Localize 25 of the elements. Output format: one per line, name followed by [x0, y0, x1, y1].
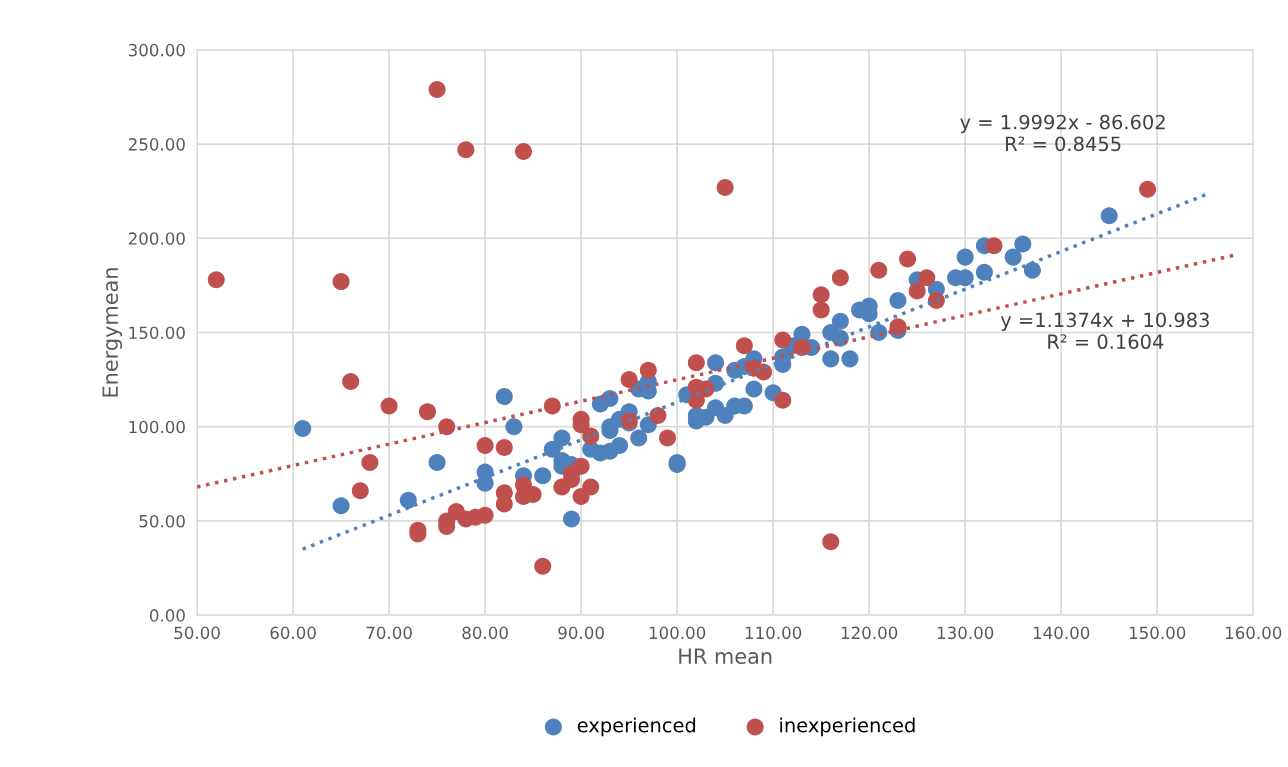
x-tick-label: 100.00 — [649, 626, 706, 640]
x-axis-title: HR mean — [679, 648, 772, 665]
x-tick-label: 90.00 — [558, 626, 604, 640]
legend-label: inexperienced — [780, 717, 915, 737]
x-tick-label: 80.00 — [462, 626, 508, 640]
annotation: y =1.1374x + 10.983 R² = 0.1604 — [1000, 312, 1209, 350]
legend-label: experienced — [577, 717, 696, 737]
y-tick-label: 250.00 — [128, 138, 185, 151]
x-tick-label: 50.00 — [174, 626, 220, 640]
y-tick-label: 100.00 — [129, 420, 185, 434]
x-tick-label: 150.00 — [1129, 626, 1186, 640]
y-tick-label: 300.00 — [128, 43, 185, 57]
y-tick-label: 50.00 — [139, 514, 185, 528]
y-tick-label: 200.00 — [128, 232, 185, 245]
y-axis-title: Energymean — [102, 268, 123, 397]
x-tick-label: 120.00 — [841, 626, 898, 640]
x-tick-label: 110.00 — [745, 626, 802, 640]
x-tick-label: 140.00 — [1033, 626, 1090, 640]
x-tick-label: 60.00 — [270, 626, 316, 640]
y-tick-label: 150.00 — [129, 326, 185, 340]
x-tick-label: 70.00 — [366, 626, 412, 640]
x-tick-label: 160.00 — [1225, 626, 1282, 640]
x-tick-label: 130.00 — [937, 626, 994, 640]
y-tick-label: 0.00 — [149, 609, 185, 622]
annotation: y = 1.9992x - 86.602 R² = 0.8455 — [960, 114, 1165, 152]
